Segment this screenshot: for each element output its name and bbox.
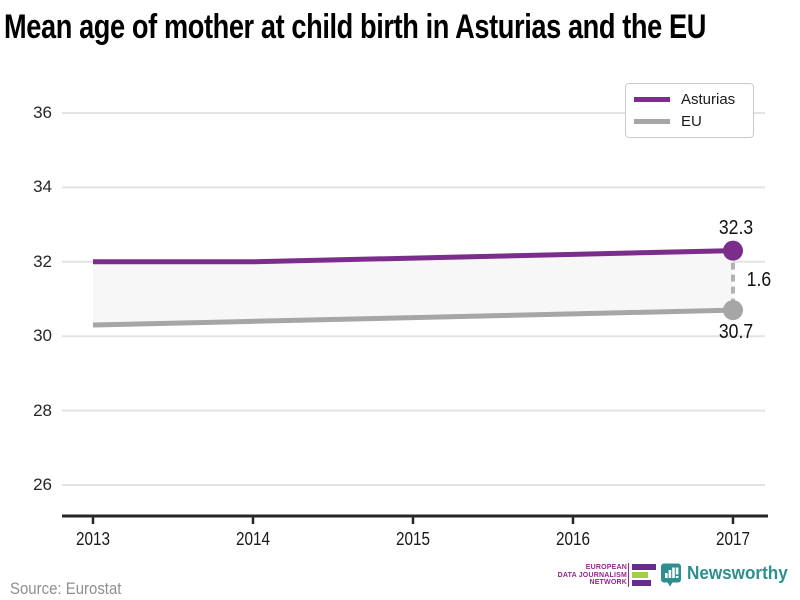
x-tick-label: 2016	[555, 529, 591, 549]
legend-label: Asturias	[681, 91, 736, 109]
x-tick-label: 2015	[395, 529, 431, 549]
difference-band	[93, 250, 733, 326]
newsworthy-logo-label: Newsworthy	[687, 563, 788, 583]
eu-line-swatch-icon	[634, 118, 670, 124]
legend-item-eu: EU	[626, 114, 753, 129]
series-line-eu	[92, 307, 734, 328]
y-tick-label: 28	[33, 400, 52, 420]
end-point-eu	[723, 300, 743, 321]
edjn-logo-text: EUROPEAN DATA JOURNALISM NETWORK	[557, 564, 627, 587]
legend-item-asturias: Asturias	[626, 92, 753, 107]
edjn-logo: EUROPEAN DATA JOURNALISM NETWORK	[540, 563, 660, 589]
edjn-logo-bars-icon	[632, 580, 651, 586]
end-point-asturias	[723, 240, 743, 261]
y-tick-label: 30	[33, 326, 52, 346]
series-line-asturias	[93, 248, 734, 265]
asturias-end-value-label: 32.3	[718, 216, 754, 239]
x-tick-label: 2017	[715, 529, 751, 549]
chart-title: Mean age of mother at child birth in Ast…	[4, 8, 707, 46]
edjn-logo-bars-icon	[632, 572, 648, 578]
difference-value-label: 1.6	[746, 269, 772, 292]
edjn-logo-bars-icon	[632, 564, 656, 570]
chart-legend: Asturias EU	[625, 83, 754, 138]
y-tick-label: 34	[33, 177, 52, 197]
y-tick-label: 26	[33, 475, 52, 494]
asturias-line-swatch-icon	[634, 97, 670, 103]
eu-end-value-label: 30.7	[718, 321, 754, 344]
newsworthy-bubble-chart-icon	[661, 563, 681, 587]
edjn-logo-divider	[627, 563, 629, 587]
y-tick-label: 32	[33, 251, 52, 271]
y-tick-label: 36	[33, 103, 52, 122]
x-tick-label: 2014	[235, 529, 271, 549]
source-attribution: Source: Eurostat	[10, 579, 122, 598]
x-tick-label: 2013	[75, 529, 111, 549]
legend-label: EU	[681, 112, 702, 130]
newsworthy-logo: Newsworthy	[661, 563, 793, 589]
